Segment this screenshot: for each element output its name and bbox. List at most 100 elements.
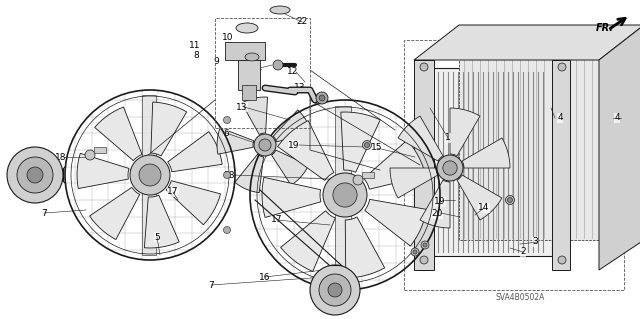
Circle shape: [139, 164, 161, 186]
Circle shape: [362, 140, 371, 150]
Text: 9: 9: [213, 57, 219, 66]
Text: 10: 10: [222, 33, 234, 42]
Text: 1: 1: [445, 133, 451, 143]
Bar: [238, 60, 260, 90]
Text: 6: 6: [223, 129, 229, 137]
Circle shape: [437, 155, 463, 181]
Polygon shape: [450, 108, 480, 156]
Circle shape: [506, 196, 515, 204]
Ellipse shape: [270, 6, 290, 14]
Text: 18: 18: [224, 170, 236, 180]
Circle shape: [223, 116, 230, 123]
Circle shape: [259, 139, 271, 151]
Circle shape: [413, 250, 417, 254]
Text: 13: 13: [236, 102, 248, 112]
Text: 19: 19: [435, 197, 445, 206]
Circle shape: [558, 256, 566, 264]
Circle shape: [310, 265, 360, 315]
Bar: [404, 40, 624, 290]
Polygon shape: [273, 110, 312, 142]
Text: 17: 17: [271, 216, 283, 225]
Polygon shape: [341, 112, 380, 172]
Polygon shape: [390, 168, 438, 198]
Circle shape: [353, 175, 363, 185]
Polygon shape: [235, 154, 264, 193]
Circle shape: [328, 283, 342, 297]
Polygon shape: [459, 25, 640, 240]
Circle shape: [443, 161, 457, 175]
Text: 19: 19: [288, 140, 300, 150]
Polygon shape: [151, 102, 187, 156]
Polygon shape: [365, 199, 427, 246]
Polygon shape: [280, 211, 335, 271]
Text: 4: 4: [557, 114, 563, 122]
Text: 12: 12: [287, 68, 299, 77]
Text: 18: 18: [55, 152, 67, 161]
Ellipse shape: [245, 53, 259, 61]
Text: 14: 14: [478, 204, 490, 212]
Polygon shape: [90, 187, 140, 240]
Polygon shape: [462, 138, 510, 168]
Text: 17: 17: [167, 188, 179, 197]
Polygon shape: [420, 180, 450, 228]
Text: 2: 2: [520, 248, 526, 256]
Circle shape: [17, 157, 53, 193]
Circle shape: [420, 63, 428, 71]
Text: FR.: FR.: [596, 23, 614, 33]
Polygon shape: [364, 140, 426, 189]
Text: 20: 20: [431, 210, 443, 219]
Circle shape: [223, 226, 230, 234]
Text: 21: 21: [252, 63, 262, 72]
Circle shape: [365, 143, 369, 147]
Text: SVA4B0502A: SVA4B0502A: [495, 293, 545, 302]
Polygon shape: [242, 97, 268, 135]
Polygon shape: [271, 150, 308, 185]
Text: 5: 5: [154, 233, 160, 241]
Text: 8: 8: [193, 50, 199, 60]
Text: 16: 16: [259, 272, 271, 281]
Circle shape: [420, 256, 428, 264]
Bar: [424, 68, 552, 256]
Polygon shape: [95, 107, 142, 161]
Circle shape: [423, 243, 427, 247]
Text: 4: 4: [614, 114, 620, 122]
Circle shape: [319, 95, 325, 101]
Circle shape: [7, 147, 63, 203]
Circle shape: [85, 150, 95, 160]
Polygon shape: [414, 25, 640, 60]
Circle shape: [558, 63, 566, 71]
Circle shape: [130, 155, 170, 195]
Bar: [242, 85, 256, 100]
Polygon shape: [145, 195, 179, 248]
Circle shape: [333, 183, 357, 207]
Text: 3: 3: [532, 238, 538, 247]
Polygon shape: [168, 132, 222, 172]
Circle shape: [421, 241, 429, 249]
Polygon shape: [457, 175, 502, 220]
Polygon shape: [217, 128, 254, 154]
Bar: [414, 60, 434, 270]
Text: 7: 7: [208, 280, 214, 290]
Polygon shape: [77, 153, 129, 189]
Bar: [94, 147, 106, 153]
Circle shape: [27, 167, 43, 183]
Polygon shape: [599, 25, 640, 270]
Circle shape: [323, 173, 367, 217]
Circle shape: [223, 172, 230, 179]
Bar: [215, 18, 310, 128]
Text: 22: 22: [296, 18, 308, 26]
Circle shape: [254, 134, 276, 156]
Bar: [362, 172, 374, 178]
Circle shape: [319, 274, 351, 306]
Bar: [142, 95, 156, 255]
Polygon shape: [345, 217, 385, 278]
Bar: [335, 106, 351, 284]
Bar: [225, 42, 265, 60]
Circle shape: [508, 197, 513, 203]
Text: 15: 15: [371, 144, 383, 152]
Circle shape: [273, 60, 283, 70]
Circle shape: [316, 92, 328, 104]
Bar: [552, 60, 570, 270]
Text: 11: 11: [189, 41, 201, 49]
Ellipse shape: [236, 23, 258, 33]
